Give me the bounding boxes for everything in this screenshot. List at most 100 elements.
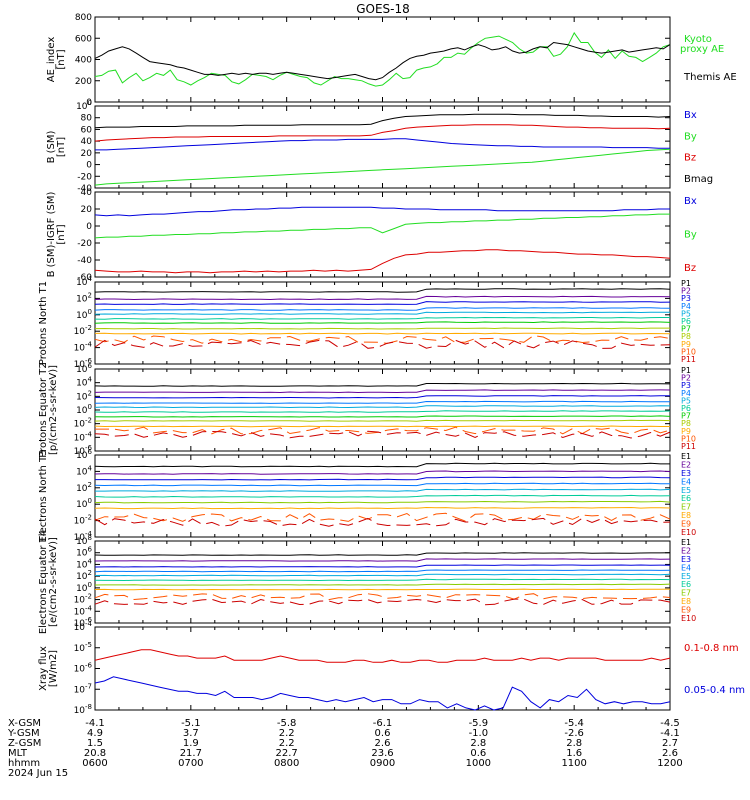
y-axis-label: Protons Equator T2[p/(cm2-s-sr-keV)] <box>38 362 59 458</box>
y-axis-label: Electrons North T3 <box>38 449 49 542</box>
panel-frame <box>94 16 671 103</box>
legend-label: P4 <box>681 302 691 311</box>
series-line-p8 <box>94 327 670 330</box>
y-axis-label: B (SM)[nT] <box>46 130 67 163</box>
y-tick-label: -20 <box>77 172 92 182</box>
panel-electrons-t4: Electrons Equator T4[e/(cm2-s-sr-keV)] <box>38 530 671 634</box>
series-line-p7 <box>94 415 671 418</box>
legend-label: E8 <box>681 597 691 606</box>
y-tick-label: 10-4 <box>74 604 93 617</box>
series-line-p3 <box>94 395 670 399</box>
series-line-e6 <box>94 494 671 498</box>
panel-electrons-t3: Electrons North T3 <box>38 449 671 543</box>
y-tick-label: 10-4 <box>74 341 93 354</box>
series-line-p11 <box>94 430 671 439</box>
y-tick-label: 100 <box>76 99 92 112</box>
legend-label: P5 <box>681 396 691 405</box>
legend-label: proxy AE <box>680 44 724 55</box>
series-line-p3 <box>94 301 671 305</box>
series-line-e5 <box>94 573 671 577</box>
series-line-0-1-0-8-nm <box>94 649 671 663</box>
legend-label: P4 <box>681 389 691 398</box>
footer-value: -6.1 <box>373 718 393 729</box>
footer-value: 2.6 <box>662 748 678 759</box>
series-line-bmag <box>94 113 671 129</box>
y-tick-label: 104 <box>76 376 92 389</box>
series-line-p2 <box>94 389 671 394</box>
footer-value: 1100 <box>561 758 586 769</box>
y-tick-label: 10-7 <box>74 682 92 695</box>
y-tick-label: 108 <box>76 534 92 547</box>
legend-label: Themis AE <box>683 72 737 83</box>
panel-frame <box>94 626 671 711</box>
legend-label: E5 <box>681 486 691 495</box>
y-tick-label: 106 <box>76 546 92 559</box>
footer-value: 0700 <box>178 758 203 769</box>
footer-value: 0.6 <box>375 728 391 739</box>
y-tick-label: 104 <box>76 464 92 477</box>
series-line-e7 <box>94 500 671 504</box>
legend-label: E10 <box>681 528 696 537</box>
panel-protons-t2: Protons Equator T2[p/(cm2-s-sr-keV)] <box>38 362 671 458</box>
y-axis-label: Xray flux[W/m2] <box>38 646 59 691</box>
footer-value: 0800 <box>274 758 299 769</box>
series-line-e8 <box>94 588 671 591</box>
footer-value: 2.6 <box>375 738 391 749</box>
series-line-0-05-0-4-nm <box>94 676 671 711</box>
series-line-bz <box>94 249 671 274</box>
legend-label: P9 <box>681 427 691 436</box>
series-line-e2 <box>94 470 671 475</box>
series-line-p6 <box>94 316 670 320</box>
y-axis-label: Electrons Equator T4[e/(cm2-s-sr-keV)] <box>38 530 59 634</box>
legend-label: E6 <box>681 580 691 589</box>
y-tick-label: 106 <box>76 448 92 461</box>
legend-label: P1 <box>681 366 691 375</box>
series-line-p4 <box>94 400 671 404</box>
legend-label: 0.1-0.8 nm <box>684 643 739 654</box>
series-line-e1 <box>94 462 670 468</box>
footer-row-label: 2024 Jun 15 <box>8 768 68 779</box>
footer-value: 4.9 <box>87 728 103 739</box>
legend-label: P11 <box>681 442 696 451</box>
y-tick-label: 10-6 <box>74 444 93 457</box>
series-line-p8 <box>94 419 671 422</box>
series-line-e5 <box>95 488 671 492</box>
series-line-e3 <box>95 476 671 481</box>
y-tick-label: 0 <box>86 98 92 108</box>
series-line-p6 <box>94 410 671 413</box>
legend-label: E7 <box>681 589 691 598</box>
footer-value: -2.6 <box>564 728 584 739</box>
legend-label: Bx <box>684 110 697 121</box>
series-line-by <box>94 213 670 239</box>
legend-label: P6 <box>681 317 691 326</box>
legend-label: P8 <box>681 332 691 341</box>
y-tick-label: 0 <box>86 222 92 232</box>
footer-row-label: X-GSM <box>8 718 41 729</box>
footer-value: 1.9 <box>183 738 199 749</box>
y-tick-label: 800 <box>75 13 92 23</box>
footer-value: 22.7 <box>276 748 298 759</box>
y-tick-label: 100 <box>76 581 92 594</box>
series-line-p1 <box>94 288 671 293</box>
panel-bsm: B (SM)[nT] <box>46 105 671 189</box>
y-tick-label: 10-4 <box>74 430 93 443</box>
series-line-p5 <box>94 311 671 315</box>
y-tick-label: 100 <box>76 497 92 510</box>
legend-label: P1 <box>681 279 691 288</box>
legend-label: E1 <box>681 452 691 461</box>
footer-value: -5.8 <box>277 718 297 729</box>
series-line-e1 <box>94 552 671 556</box>
legend-label: E2 <box>681 546 691 555</box>
footer-row-label: Z-GSM <box>8 738 41 749</box>
y-tick-label: 200 <box>75 77 92 87</box>
series-line-e8 <box>94 506 671 510</box>
legend-label: By <box>684 230 697 241</box>
footer-value: 1.5 <box>87 738 103 749</box>
legend-label: E2 <box>681 460 691 469</box>
legend-label: Bz <box>684 153 696 164</box>
footer-value: 23.6 <box>371 748 393 759</box>
series-line-e10 <box>94 517 671 527</box>
series-line-p5 <box>94 405 671 409</box>
y-tick-label: 10-2 <box>74 324 92 337</box>
